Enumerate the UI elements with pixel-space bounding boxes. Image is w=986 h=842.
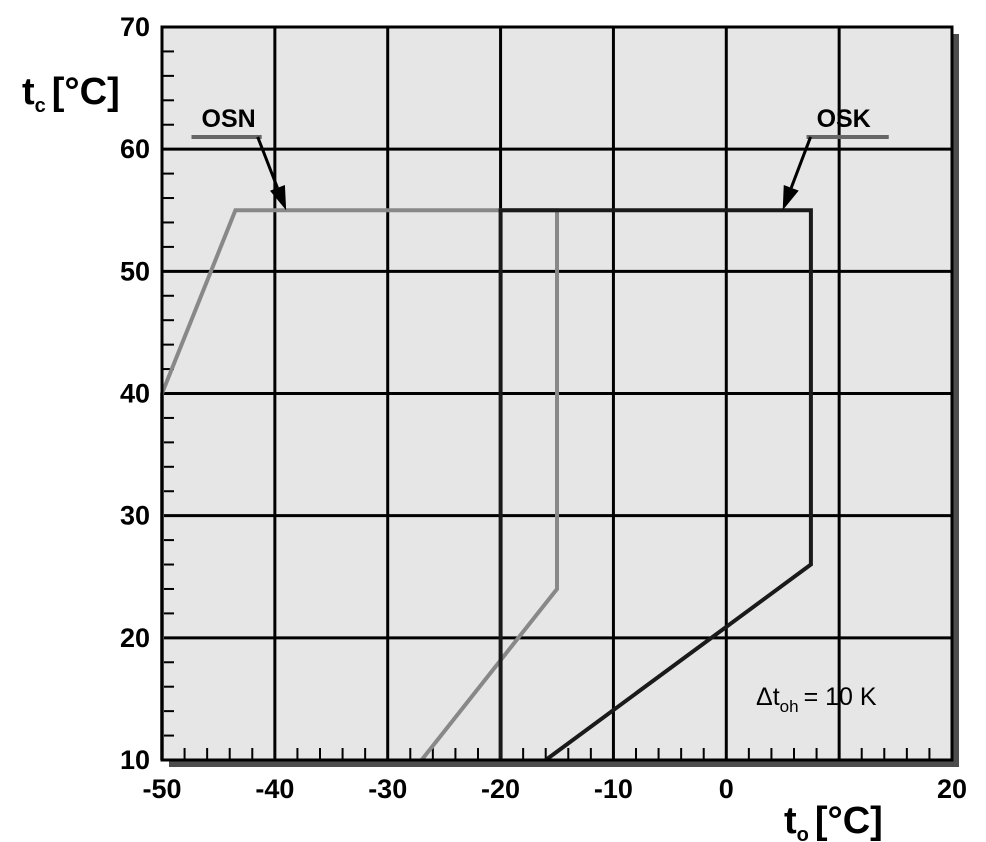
arrow-head-icon bbox=[269, 184, 287, 211]
y-tick-label: 50 bbox=[120, 256, 150, 286]
series-label-osk: OSK bbox=[817, 105, 871, 133]
x-axis-symbol: t bbox=[784, 800, 797, 842]
y-tick-label: 30 bbox=[120, 501, 150, 531]
plot-frame bbox=[160, 25, 954, 762]
series-label-osn: OSN bbox=[202, 105, 256, 133]
callout-leader bbox=[789, 136, 812, 189]
annotation-delta: Δ bbox=[756, 683, 773, 711]
x-tick-labels: -50 -40 -30 -20 -10 0 20 bbox=[142, 774, 967, 804]
x-tick-label: 0 bbox=[719, 774, 734, 804]
callout-leader bbox=[256, 136, 279, 189]
callout-osn: OSN bbox=[191, 105, 287, 211]
x-tick-label: -10 bbox=[594, 774, 633, 804]
x-axis-title: to [°C] bbox=[784, 800, 883, 842]
x-tick-label: -30 bbox=[368, 774, 407, 804]
x-tick-label: -50 bbox=[142, 774, 181, 804]
y-axis-unit: [°C] bbox=[52, 71, 120, 113]
y-tick-label: 10 bbox=[120, 745, 150, 775]
series-line-osk bbox=[498, 208, 813, 762]
x-tick-label: -40 bbox=[255, 774, 294, 804]
annotation-symbol: t bbox=[773, 683, 780, 711]
y-tick-label: 60 bbox=[120, 134, 150, 164]
y-axis-title: tc [°C] bbox=[22, 71, 120, 117]
x-tick-label: 20 bbox=[937, 774, 967, 804]
callout-osk: OSK bbox=[782, 105, 889, 211]
arrow-head-icon bbox=[782, 184, 799, 211]
y-tick-label: 20 bbox=[120, 623, 150, 653]
y-axis-symbol: t bbox=[22, 71, 35, 113]
series-callouts: OSN OSK bbox=[191, 105, 889, 211]
y-axis-subscript: c bbox=[35, 95, 46, 117]
x-axis-subscript: o bbox=[797, 824, 809, 842]
annotation-subscript: oh bbox=[780, 697, 799, 716]
annotation-value: = 10 K bbox=[804, 683, 877, 711]
y-tick-labels: 10 20 30 40 50 60 70 bbox=[120, 12, 150, 775]
x-axis-unit: [°C] bbox=[815, 800, 883, 842]
delta-t-annotation: Δtoh = 10 K bbox=[756, 683, 877, 716]
y-tick-label: 70 bbox=[120, 12, 150, 42]
y-tick-label: 40 bbox=[120, 379, 150, 409]
x-tick-label: -20 bbox=[481, 774, 520, 804]
minor-ticks bbox=[162, 50, 931, 760]
